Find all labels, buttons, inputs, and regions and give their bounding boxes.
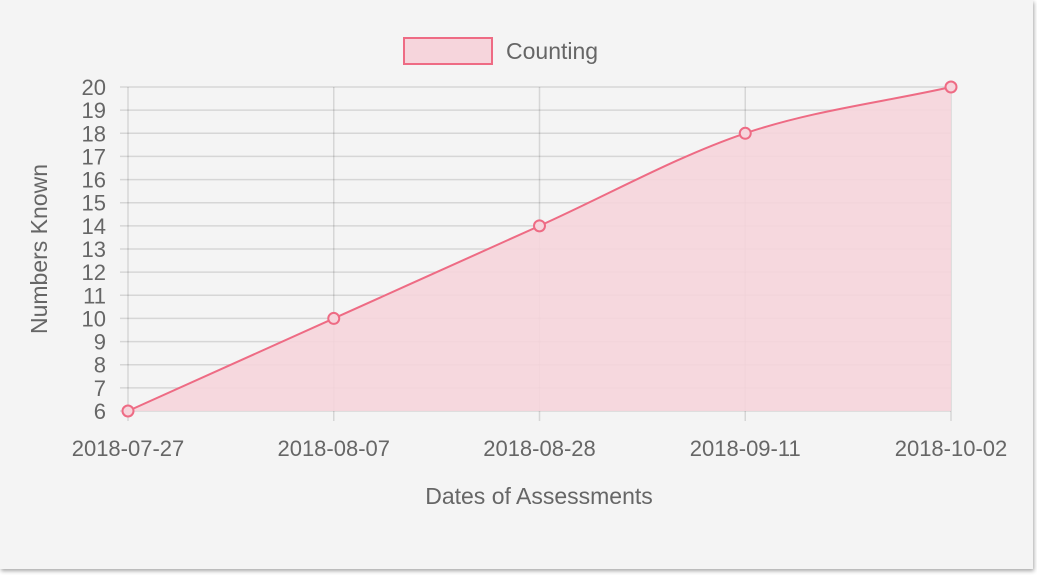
- y-tick-label: 11: [83, 283, 106, 308]
- data-point[interactable]: [944, 80, 958, 94]
- x-tick-label: 2018-08-07: [277, 436, 390, 461]
- y-tick-label: 9: [94, 330, 106, 355]
- y-tick-label: 8: [94, 353, 106, 378]
- y-tick-label: 10: [82, 306, 106, 331]
- legend[interactable]: Counting: [403, 37, 598, 65]
- y-tick-label: 17: [82, 144, 106, 169]
- data-point[interactable]: [121, 404, 135, 418]
- legend-swatch[interactable]: [403, 37, 493, 65]
- y-tick-label: 15: [82, 191, 106, 216]
- y-tick-label: 14: [82, 214, 106, 239]
- data-point[interactable]: [533, 219, 546, 233]
- x-tick-label: 2018-07-27: [72, 436, 185, 461]
- y-tick-label: 16: [82, 168, 106, 193]
- x-tick-label: 2018-08-28: [483, 436, 596, 461]
- series-area-fill: [128, 87, 951, 411]
- data-point[interactable]: [738, 126, 752, 140]
- x-tick-label: 2018-09-11: [690, 436, 801, 461]
- x-axis-title: Dates of Assessments: [425, 483, 653, 509]
- y-tick-label: 19: [82, 98, 106, 123]
- y-tick-label: 13: [82, 237, 106, 262]
- legend-label[interactable]: Counting: [506, 38, 598, 64]
- y-axis-title: Numbers Known: [26, 164, 52, 334]
- y-tick-label: 20: [82, 75, 106, 100]
- y-tick-label: 7: [94, 376, 106, 401]
- y-tick-label: 6: [94, 399, 106, 424]
- y-tick-label: 12: [82, 260, 106, 285]
- y-tick-label: 18: [82, 121, 106, 146]
- x-tick-label: 2018-10-02: [895, 436, 1008, 461]
- data-point[interactable]: [327, 311, 341, 325]
- series-points: [121, 80, 958, 418]
- x-axis-ticks: 2018-07-27 2018-08-07 2018-08-28 2018-09-11…: [72, 436, 1008, 461]
